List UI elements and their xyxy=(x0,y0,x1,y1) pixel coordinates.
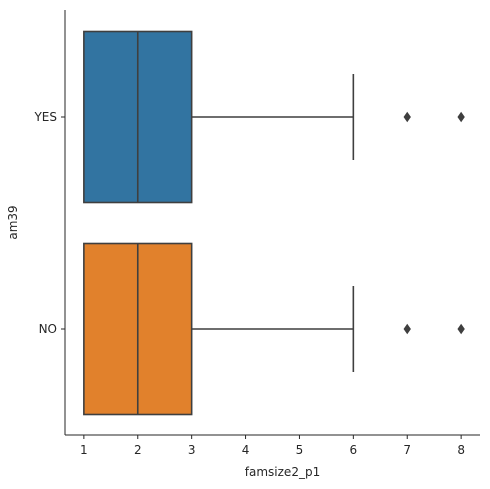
y-tick-label: NO xyxy=(39,322,57,336)
box-group-yes xyxy=(83,30,465,204)
y-axis-label: am39 xyxy=(6,205,20,239)
outlier-point xyxy=(457,323,465,335)
axes xyxy=(64,10,480,436)
box-group-no xyxy=(83,242,465,416)
box-marks xyxy=(83,30,465,416)
x-axis-label: famsize2_p1 xyxy=(245,465,320,479)
x-tick-label: 1 xyxy=(80,443,88,457)
x-tick-label: 7 xyxy=(403,443,411,457)
outlier-point xyxy=(403,323,411,335)
x-tick-label: 8 xyxy=(457,443,465,457)
outlier-point xyxy=(403,111,411,123)
x-tick-label: 3 xyxy=(188,443,196,457)
x-tick-label: 4 xyxy=(242,443,250,457)
x-tick-label: 6 xyxy=(350,443,358,457)
y-tick-label: YES xyxy=(33,110,57,124)
x-tick-label: 2 xyxy=(134,443,142,457)
x-tick-label: 5 xyxy=(296,443,304,457)
outlier-point xyxy=(457,111,465,123)
tick-marks: YES NO 1 2 3 4 5 6 7 8 xyxy=(33,110,464,457)
